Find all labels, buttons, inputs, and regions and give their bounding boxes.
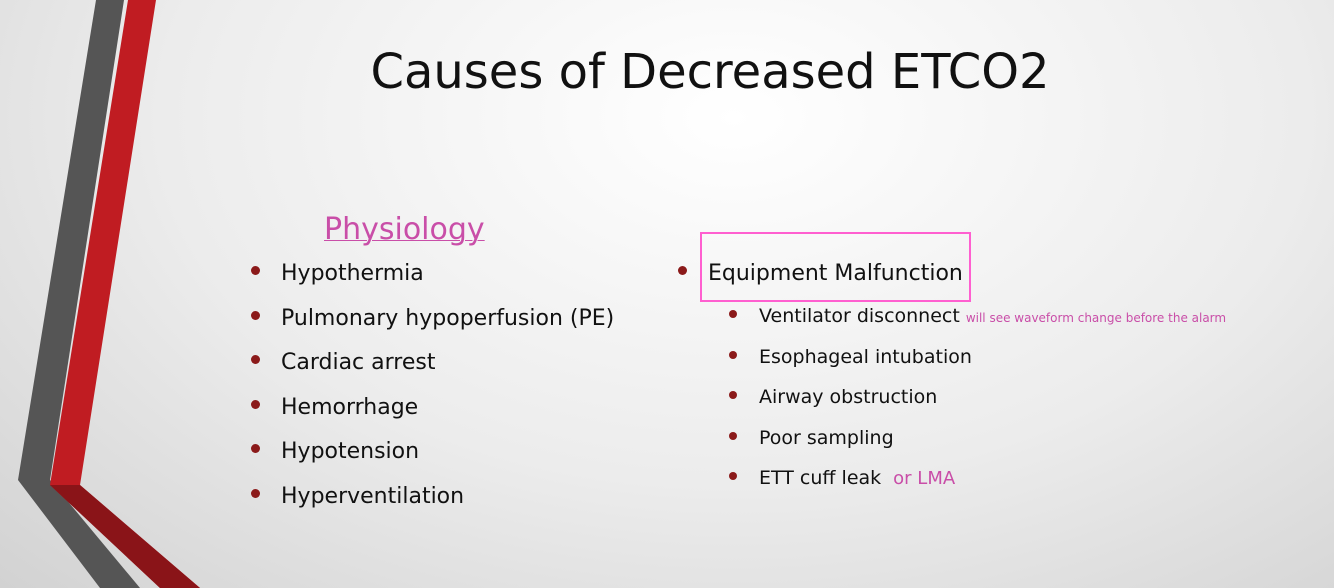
bullet xyxy=(251,488,260,498)
list-item: Esophageal intubation xyxy=(759,346,972,368)
list-item: Pulmonary hypoperfusion (PE) xyxy=(281,305,615,331)
bullet xyxy=(729,391,737,399)
bullet xyxy=(729,350,737,359)
left-heading: Physiology xyxy=(324,212,485,247)
item-text: Poor sampling xyxy=(759,426,894,449)
item-text: Ventilator disconnect xyxy=(759,305,960,327)
list-item: Hemorrhage xyxy=(281,394,419,420)
highlight-box xyxy=(700,232,971,302)
list-item: ETT cuff leak or LMA xyxy=(759,467,955,489)
bullet xyxy=(251,444,260,453)
list-item: Hyperventilation xyxy=(281,483,465,509)
annotation: or LMA xyxy=(893,468,956,489)
list-item: Hypothermia xyxy=(281,261,424,286)
list-item: Cardiac arrest xyxy=(281,350,436,375)
bullet xyxy=(251,355,260,364)
bullet xyxy=(729,472,737,480)
item-text: Airway obstruction xyxy=(759,386,938,408)
list-item: Airway obstruction xyxy=(759,386,937,408)
bullet xyxy=(251,399,260,409)
bullet xyxy=(729,310,737,318)
bullet xyxy=(251,310,260,320)
list-item: Hypotension xyxy=(281,439,420,464)
decoration xyxy=(18,0,200,588)
item-text: ETT cuff leak xyxy=(759,467,882,489)
right-heading: Equipment Malfunction xyxy=(708,261,963,286)
bullet xyxy=(251,266,260,275)
item-text: Esophageal intubation xyxy=(759,345,972,368)
annotation: will see waveform change before the alar… xyxy=(965,311,1227,325)
title: Causes of Decreased ETCO2 xyxy=(370,44,1050,100)
list-item: Poor sampling xyxy=(759,427,894,449)
bullet xyxy=(678,266,687,275)
bullet xyxy=(729,431,737,440)
list-item: Ventilator disconnect will see waveform c… xyxy=(759,305,1226,327)
